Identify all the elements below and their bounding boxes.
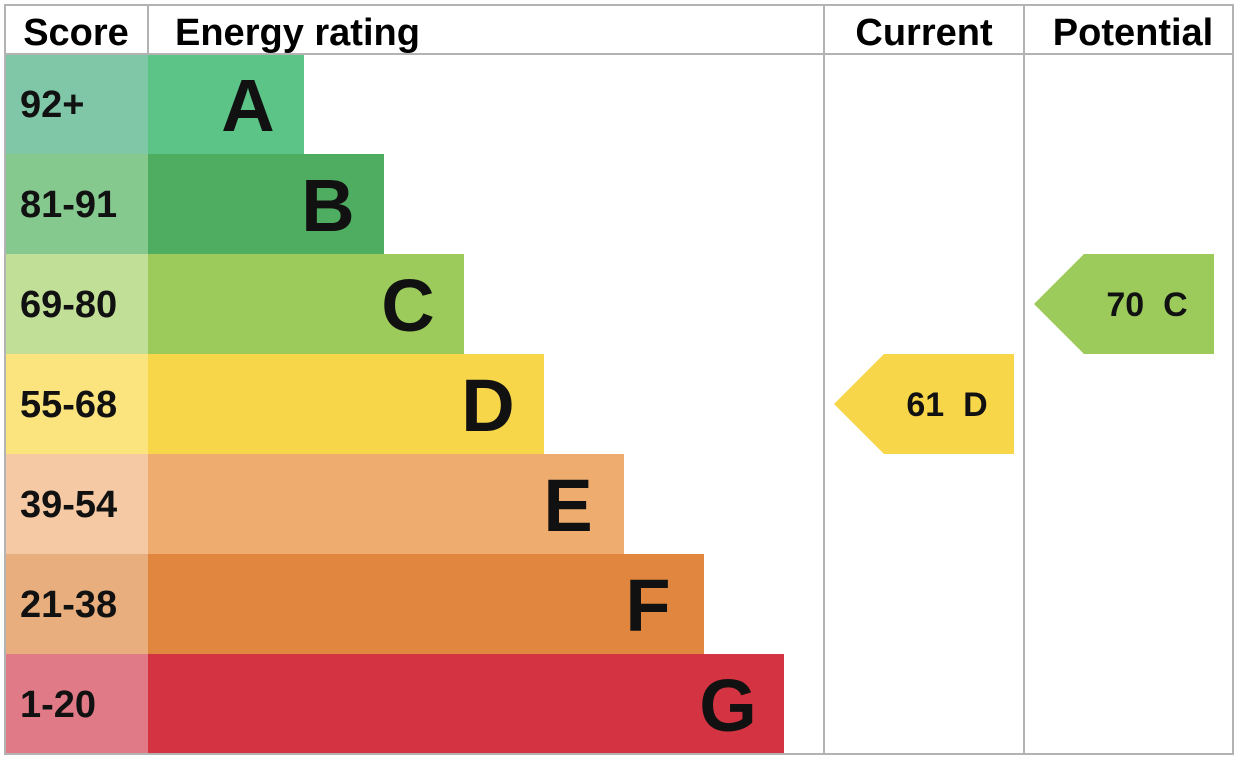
score-cell-a [5, 54, 148, 154]
score-cell-b [5, 154, 148, 254]
band-letter-d: D [461, 364, 514, 447]
band-row-e: 39-54 E [5, 454, 624, 554]
score-column-header: Score [23, 12, 129, 54]
band-bar-b [148, 154, 384, 254]
current-rating-arrow: 61 D [834, 354, 1014, 454]
band-row-a: 92+ A [5, 54, 304, 154]
score-range-label-a: 92+ [20, 84, 84, 126]
potential-rating-arrow-shape [1034, 254, 1214, 354]
band-bar-c [148, 254, 464, 354]
arrows-layer: 61 D 70 C [834, 254, 1214, 454]
current-rating-arrow-label: 61 D [906, 386, 987, 424]
score-range-label-d: 55-68 [20, 384, 117, 426]
band-bar-f [148, 554, 704, 654]
band-bar-d [148, 354, 544, 454]
band-row-d: 55-68 D [5, 354, 544, 454]
potential-column-header: Potential [1053, 12, 1213, 54]
score-cell-f [5, 554, 148, 654]
band-row-f: 21-38 F [5, 554, 704, 654]
potential-rating-arrow: 70 C [1034, 254, 1214, 354]
score-range-label-c: 69-80 [20, 284, 117, 326]
band-letter-b: B [301, 164, 354, 247]
score-range-label-b: 81-91 [20, 184, 117, 226]
band-bar-e [148, 454, 624, 554]
score-range-label-g: 1-20 [20, 684, 96, 726]
band-bar-g [148, 654, 784, 754]
current-column-header: Current [855, 12, 993, 54]
band-letter-e: E [543, 464, 592, 547]
band-row-b: 81-91 B [5, 154, 384, 254]
band-letter-c: C [381, 264, 434, 347]
score-range-label-f: 21-38 [20, 584, 117, 626]
band-letter-g: G [699, 664, 757, 747]
band-row-c: 69-80 C [5, 254, 464, 354]
score-cell-d [5, 354, 148, 454]
score-cell-c [5, 254, 148, 354]
band-letter-f: F [625, 564, 670, 647]
potential-rating-arrow-label: 70 C [1106, 286, 1187, 324]
band-row-g: 1-20 G [5, 654, 784, 754]
score-cell-e [5, 454, 148, 554]
score-range-label-e: 39-54 [20, 484, 117, 526]
current-rating-arrow-shape [834, 354, 1014, 454]
header-row: Score Energy rating Current Potential [23, 12, 1213, 54]
frame-layer [4, 4, 1234, 755]
band-letter-a: A [221, 64, 274, 147]
bands-layer: 92+ A 81-91 B 69-80 C 55-68 D 39-54 E 21-38 F 1-20 G [5, 54, 784, 754]
score-cell-g [5, 654, 148, 754]
energy-rating-column-header: Energy rating [175, 12, 420, 54]
band-bar-a [148, 54, 304, 154]
